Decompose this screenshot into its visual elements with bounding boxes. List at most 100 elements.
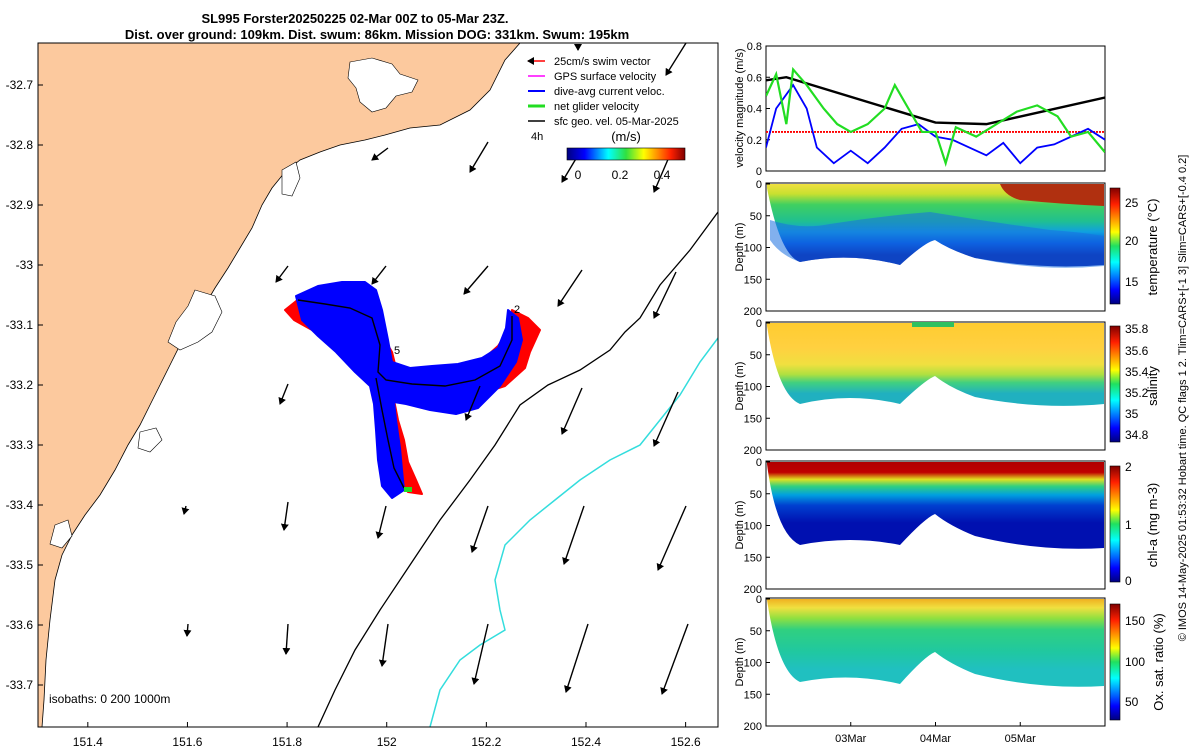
temperature-clabel: temperature (°C) (1145, 199, 1160, 296)
map-y-tick-label: -32.9 (6, 198, 34, 212)
velocity-panel: 0 0.2 0.4 0.6 0.8 velocity magnitude (m/s) (734, 41, 1106, 178)
oxygen-y-tick-label: 200 (744, 721, 762, 733)
oxygen-section (767, 599, 1104, 687)
geo-arrow (562, 505, 585, 565)
geo-arrow (470, 505, 489, 553)
map-y-tick-label: -33.4 (6, 498, 34, 512)
velocity-series-net-glider (766, 66, 1105, 167)
velocity-y-tick-label: 0.6 (747, 72, 762, 84)
temperature-y-axis: 0 50 100 150 200 (744, 179, 770, 318)
map-x-tick-label: 152.2 (471, 735, 501, 749)
map-x-tick-label: 151.6 (172, 735, 202, 749)
colorbar-tick-0: 0 (575, 168, 582, 182)
map-legend: 25cm/s swim vector GPS surface velocity … (527, 56, 686, 182)
map-y-tick-label: -33 (16, 258, 34, 272)
geo-arrow (665, 42, 687, 76)
oxygen-y-tick-label: 100 (744, 658, 762, 670)
geo-arrow (371, 147, 389, 161)
geo-arrow (652, 271, 677, 319)
chla-y-tick-label: 0 (756, 457, 762, 469)
chla-section (767, 462, 1104, 549)
salinity-colorbar (1109, 325, 1121, 443)
temperature-colorbar (1109, 187, 1121, 305)
map-y-tick-label: -33.5 (6, 558, 34, 572)
lake-2 (281, 161, 301, 197)
salinity-cbar-tick-35-4: 35.4 (1125, 365, 1149, 379)
oxygen-clabel: Ox. sat. ratio (%) (1151, 613, 1166, 711)
salinity-fresh-patch (912, 322, 954, 327)
speed-colorbar (566, 147, 686, 161)
temperature-y-tick-label: 50 (750, 211, 762, 223)
oxygen-cbar-tick-100: 100 (1125, 655, 1145, 669)
temperature-y-tick-label: 0 (756, 179, 762, 191)
colorbar-tick-0-4: 0.4 (654, 168, 671, 182)
oxygen-cbar-tick-150: 150 (1125, 614, 1145, 628)
map-y-tick-label: -33.1 (6, 318, 34, 332)
track-marker-2: 2 (514, 304, 520, 316)
map-y-axis: -32.7 -32.8 -32.9 -33 -33.1 -33.2 -33.3 -33.4 -3… (6, 78, 43, 692)
chla-depth-label: Depth (m) (734, 501, 746, 550)
salinity-depth-label: Depth (m) (734, 362, 746, 411)
oxygen-panel: 0 50 100 150 200 03Mar 04Mar 05Mar Depth (m) 1… (734, 594, 1166, 745)
glider-track: 2 5 (284, 281, 541, 499)
geo-arrow (371, 265, 387, 285)
map-y-tick-label: -33.6 (6, 618, 34, 632)
colorbar-unit: (m/s) (611, 129, 641, 144)
lake-3 (167, 289, 223, 351)
dive-avg-current-band (295, 281, 523, 499)
lake-4 (137, 427, 163, 453)
legend-dive-avg-label: dive-avg current veloc. (554, 86, 665, 98)
geo-arrow (280, 501, 289, 531)
map-title-line-1: SL995 Forster20250225 02-Mar 00Z to 05-M… (201, 11, 508, 26)
chla-y-tick-label: 50 (750, 489, 762, 501)
geo-arrow (278, 383, 289, 405)
oxygen-y-tick-label: 50 (750, 626, 762, 638)
oxygen-colorbar (1109, 603, 1121, 721)
geo-arrow (471, 623, 489, 685)
map-x-tick-label: 151.8 (272, 735, 302, 749)
map-y-tick-label: -33.7 (6, 678, 34, 692)
lake-5 (49, 519, 73, 549)
temperature-warm-patch (1000, 184, 1104, 206)
temperature-cold-layer (770, 212, 1104, 268)
geo-arrow (275, 265, 289, 283)
velocity-series-dive-avg (766, 83, 1105, 165)
map-x-tick-label: 152.6 (671, 735, 701, 749)
map-title-line-2: Dist. over ground: 109km. Dist. swum: 86… (125, 27, 629, 42)
legend-net-label: net glider velocity (554, 101, 639, 113)
geo-arrow (557, 269, 583, 307)
geo-arrow (560, 387, 583, 435)
legend-time-label: 4h (531, 131, 543, 143)
lake-1 (347, 57, 419, 113)
velocity-series-geostrophic (766, 76, 1105, 126)
salinity-y-tick-label: 0 (756, 318, 762, 330)
salinity-cbar-tick-35-2: 35.2 (1125, 386, 1149, 400)
velocity-series (766, 66, 1105, 167)
temperature-cbar-tick-15: 15 (1125, 275, 1139, 289)
legend-geo-label: sfc geo. vel. 05-Mar-2025 (554, 116, 679, 128)
velocity-y-tick-label: 0.8 (747, 41, 762, 53)
chla-cbar-tick-1: 1 (1125, 518, 1132, 532)
legend-swim-label: 25cm/s swim vector (554, 56, 651, 68)
geo-arrow (656, 505, 687, 571)
velocity-y-tick-label: 0.2 (747, 135, 762, 147)
geo-arrow (282, 623, 291, 655)
oxygen-y-tick-label: 150 (744, 689, 762, 701)
track-marker-5: 5 (394, 345, 400, 357)
velocity-y-axis: 0 0.2 0.4 0.6 0.8 (747, 41, 770, 178)
geo-arrow (660, 623, 689, 695)
chla-panel: 0 50 100 150 200 Depth (m) 2 1 0 chl-a (mg m… (734, 457, 1160, 596)
oxygen-x-tick-label: 05Mar (1005, 733, 1037, 745)
map-x-axis: 151.4 151.6 151.8 152 152.2 152.4 152.6 (73, 722, 701, 749)
colorbar-tick-0-2: 0.2 (612, 168, 629, 182)
isobath-label: isobaths: 0 200 1000m (49, 692, 170, 706)
oxygen-cbar-tick-50: 50 (1125, 695, 1139, 709)
isobath-1000m (429, 337, 718, 727)
map-y-tick-label: -32.7 (6, 78, 34, 92)
imos-side-note: © IMOS 14-May-2025 01:53:32 Hobart time.… (1177, 155, 1189, 642)
salinity-cbar-tick-35-6: 35.6 (1125, 344, 1149, 358)
geo-arrow (652, 391, 679, 447)
chla-y-tick-label: 150 (744, 552, 762, 564)
map-x-tick-label: 152 (377, 735, 397, 749)
oxygen-x-tick-label: 04Mar (920, 733, 952, 745)
